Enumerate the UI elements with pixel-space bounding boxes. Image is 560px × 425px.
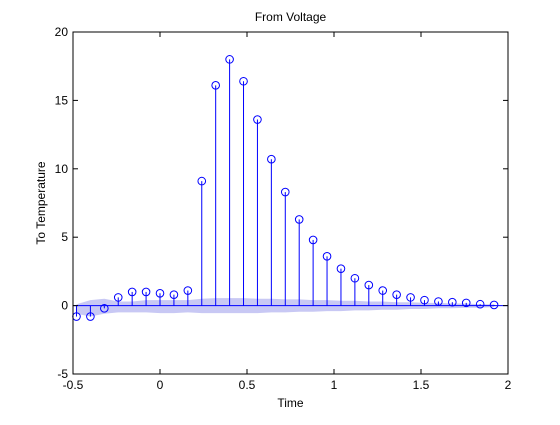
plot-frame — [72, 31, 509, 375]
chart-title: From Voltage — [255, 10, 327, 24]
x-tick-label: -0.5 — [63, 378, 84, 392]
stem-marker — [378, 286, 388, 295]
stem-marker — [322, 252, 332, 261]
x-tick-label: 0.5 — [239, 378, 256, 392]
y-tick-label: -5 — [57, 367, 68, 381]
stem-marker — [434, 297, 443, 306]
stem-marker — [308, 235, 318, 245]
y-tick-label: 5 — [61, 230, 68, 244]
stem-marker — [336, 264, 346, 273]
stem-marker — [420, 295, 429, 305]
stem-marker — [239, 76, 248, 86]
stem-marker — [113, 293, 123, 302]
stem-marker — [155, 288, 165, 298]
stem-marker — [350, 273, 360, 283]
y-tick-label: 0 — [61, 299, 68, 313]
stem-marker — [475, 299, 485, 309]
stem-marker — [225, 55, 234, 64]
x-tick-label: 2 — [505, 378, 512, 392]
stem-marker — [461, 298, 471, 308]
stem-marker — [280, 187, 290, 197]
stem-marker — [489, 300, 499, 310]
ticks-layer: -0.5 0 0.5 1 1.5 2 -5 0 5 10 15 20 — [55, 25, 512, 392]
stem-marker — [211, 81, 220, 90]
stems-layer — [72, 55, 499, 321]
y-tick-label: 15 — [55, 93, 69, 107]
x-tick-label: 0 — [157, 378, 164, 392]
stem-marker — [392, 290, 401, 299]
stem-marker — [267, 154, 276, 164]
stem-marker — [169, 290, 179, 299]
stem-marker — [100, 304, 109, 313]
x-tick-label: 1.5 — [413, 378, 430, 392]
stem-marker — [448, 297, 457, 307]
stem-marker — [86, 312, 95, 321]
stem-marker — [364, 280, 374, 290]
x-axis-label: Time — [277, 396, 304, 410]
stem-marker — [141, 287, 151, 297]
stem-marker — [406, 293, 415, 302]
x-tick-label: 1 — [331, 378, 338, 392]
y-tick-label: 20 — [55, 25, 69, 39]
confidence-band-layer — [76, 298, 495, 317]
y-tick-label: 10 — [55, 162, 69, 176]
stem-marker — [197, 176, 207, 186]
stem-marker — [253, 115, 262, 124]
confidence-band — [76, 298, 495, 317]
stem-marker — [294, 215, 304, 224]
y-axis-label: To Temperature — [34, 161, 48, 244]
stem-marker — [183, 286, 193, 295]
stem-marker — [127, 287, 137, 297]
